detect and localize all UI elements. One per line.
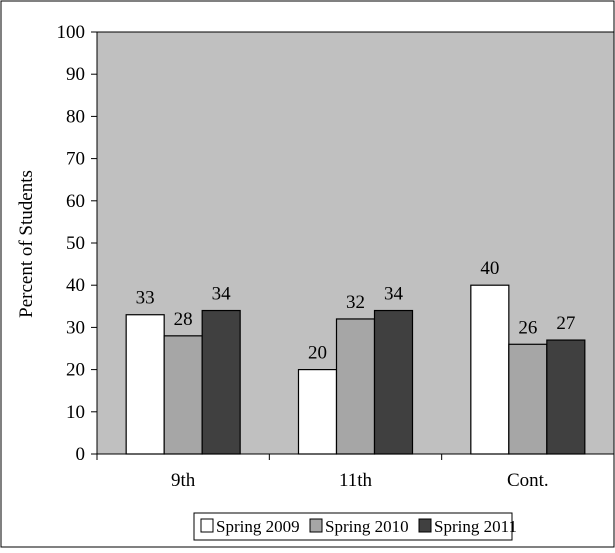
data-label: 27 bbox=[556, 313, 575, 334]
legend-swatch bbox=[309, 518, 323, 533]
bar bbox=[297, 369, 338, 455]
data-label: 40 bbox=[480, 258, 499, 279]
y-tick-label: 10 bbox=[66, 402, 85, 423]
data-label: 32 bbox=[346, 292, 365, 313]
bars bbox=[125, 284, 586, 455]
legend-label: Spring 2009 bbox=[216, 517, 300, 536]
x-axis: 9th 11th Cont. bbox=[96, 453, 615, 491]
bar bbox=[335, 318, 376, 455]
y-tick-label: 20 bbox=[66, 360, 85, 381]
data-label: 20 bbox=[308, 343, 327, 364]
legend: Spring 2009 Spring 2010 Spring 2011 bbox=[200, 517, 517, 536]
data-label: 33 bbox=[136, 288, 155, 309]
data-label: 28 bbox=[174, 309, 193, 330]
bar bbox=[508, 343, 548, 455]
y-axis-title: Percent of Students bbox=[16, 170, 37, 318]
legend-swatch bbox=[418, 518, 432, 533]
y-tick-label: 50 bbox=[66, 233, 85, 254]
x-tick-label: 11th bbox=[339, 470, 373, 491]
data-label: 26 bbox=[518, 317, 537, 338]
data-label: 34 bbox=[384, 284, 404, 305]
bar bbox=[163, 335, 203, 455]
bar bbox=[125, 314, 165, 455]
bar bbox=[470, 284, 510, 455]
legend-swatch bbox=[200, 518, 214, 533]
y-tick-label: 100 bbox=[57, 22, 86, 43]
legend-label: Spring 2010 bbox=[325, 517, 409, 536]
bar bbox=[201, 309, 241, 455]
x-tick-label: 9th bbox=[171, 470, 196, 491]
x-tick-label: Cont. bbox=[507, 470, 549, 491]
y-tick-label: 0 bbox=[76, 444, 86, 465]
bar bbox=[546, 339, 586, 455]
y-tick-label: 30 bbox=[66, 317, 85, 338]
legend-box bbox=[193, 512, 513, 541]
data-labels: 33 28 34 20 32 34 40 26 27 bbox=[136, 258, 576, 363]
legend-label: Spring 2011 bbox=[434, 517, 517, 536]
bar bbox=[373, 309, 414, 455]
y-tick-label: 60 bbox=[66, 191, 85, 212]
y-tick-label: 70 bbox=[66, 149, 85, 170]
y-tick-label: 40 bbox=[66, 275, 85, 296]
y-tick-label: 80 bbox=[66, 106, 85, 127]
data-label: 34 bbox=[212, 284, 232, 305]
y-tick-label: 90 bbox=[66, 64, 85, 85]
y-axis: 0 10 20 30 40 50 60 70 80 90 100 bbox=[57, 22, 98, 465]
